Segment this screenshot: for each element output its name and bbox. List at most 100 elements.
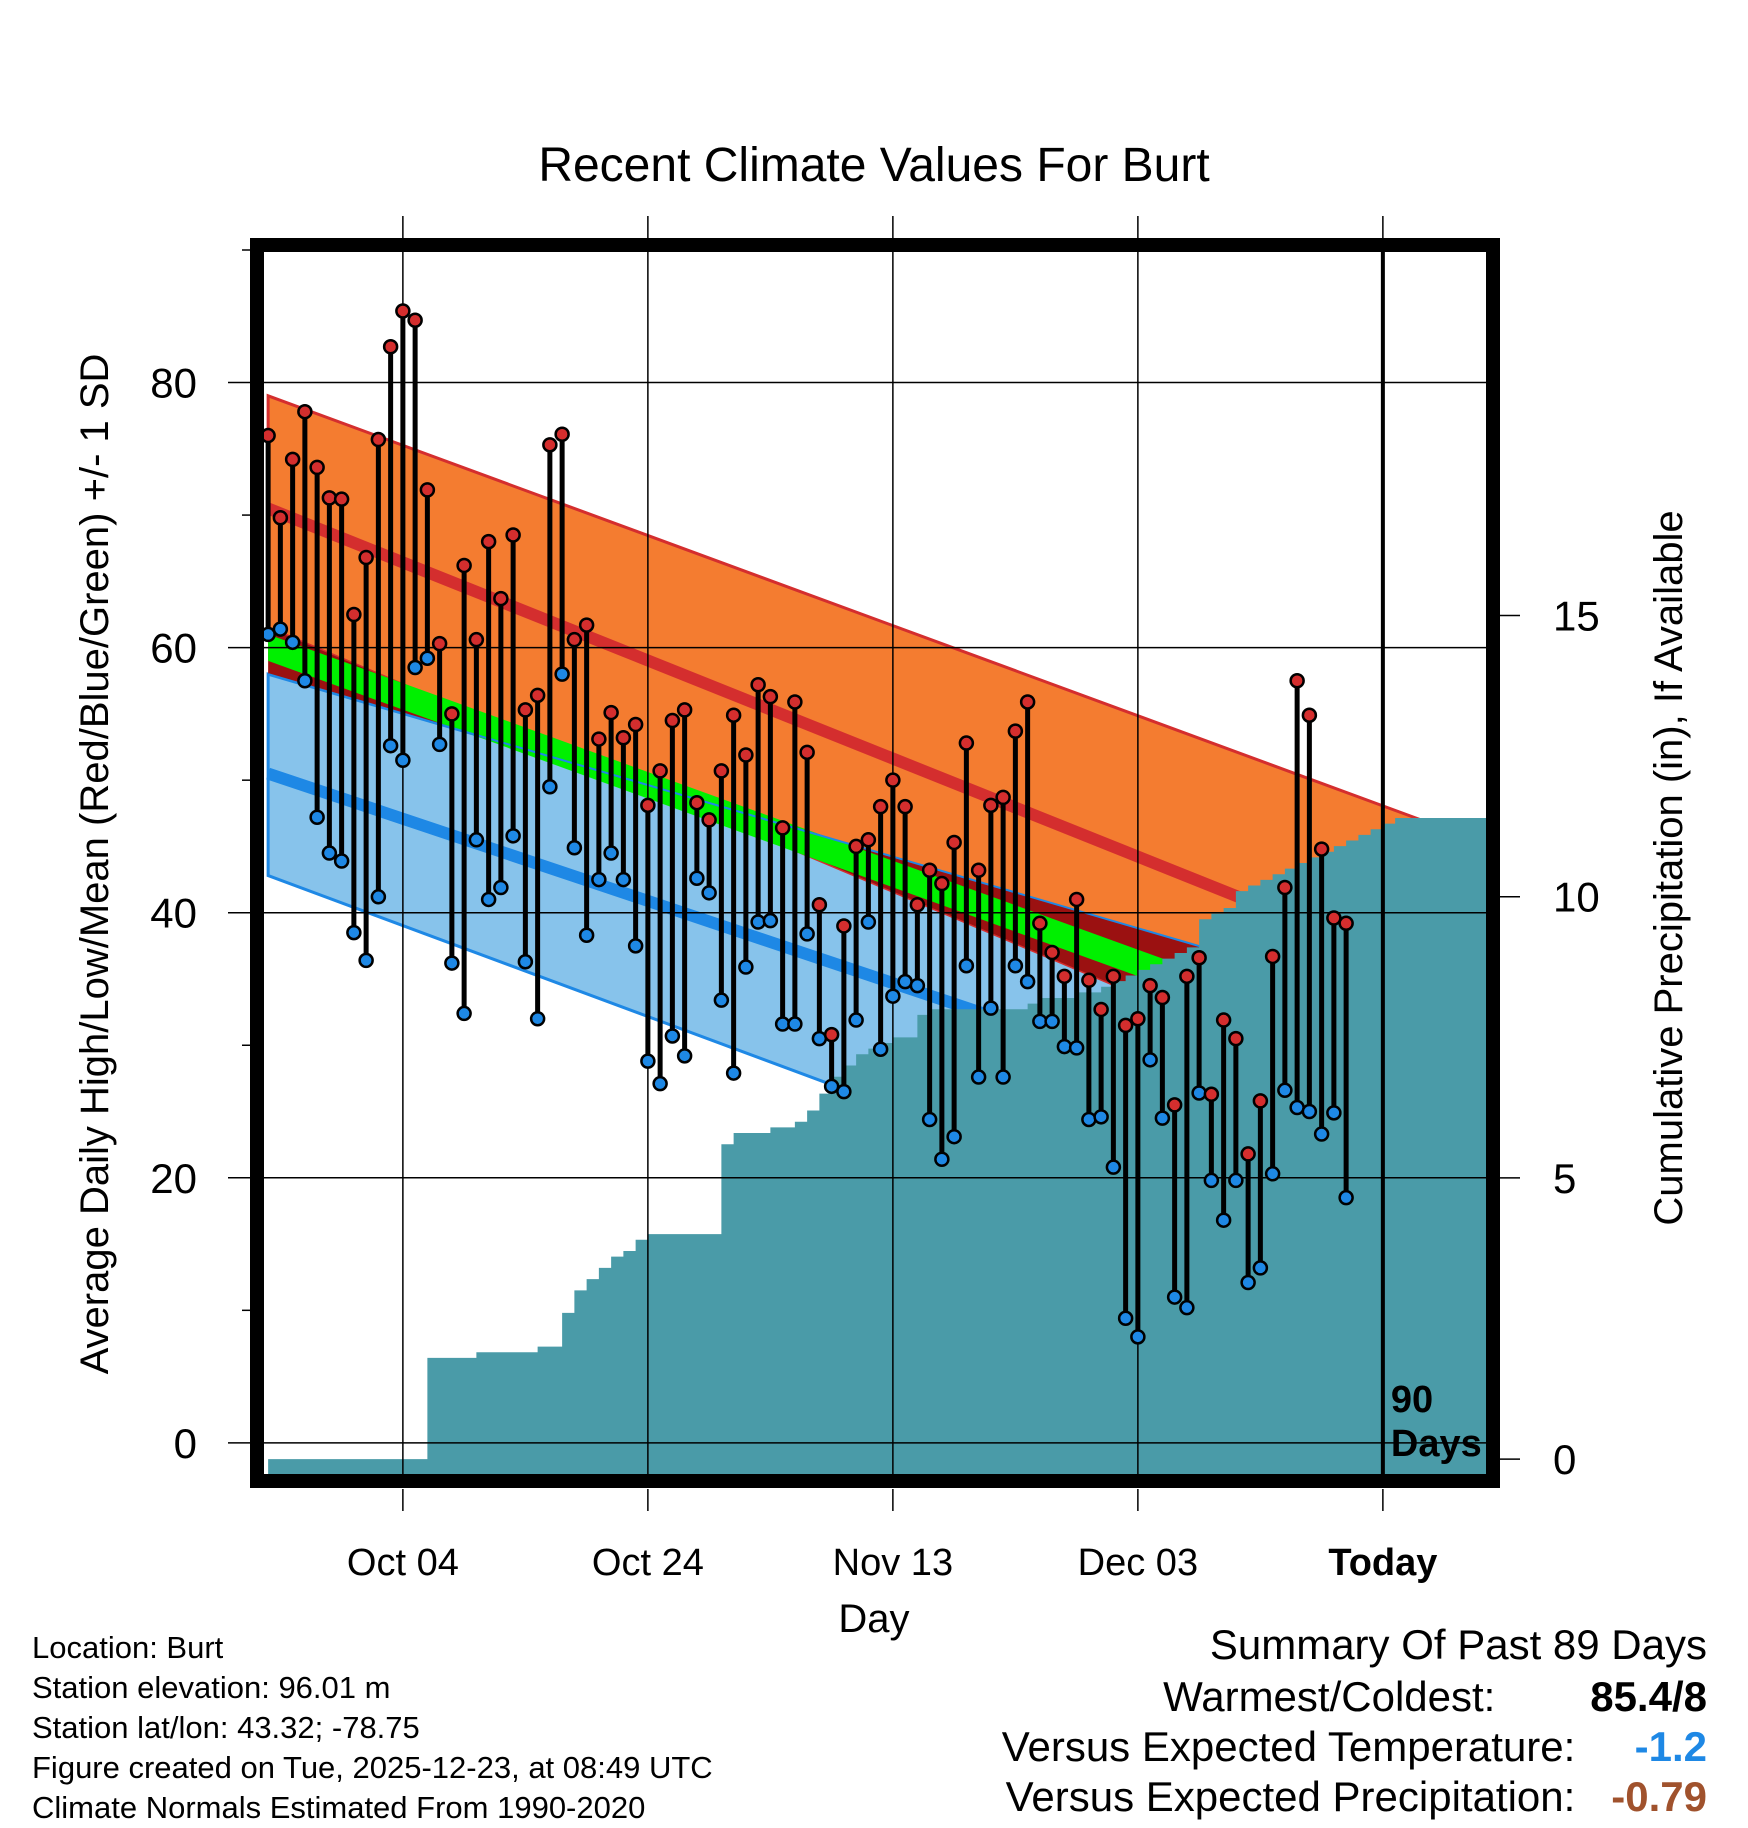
daily-low-point <box>505 828 521 844</box>
daily-high-point <box>689 794 705 811</box>
daily-low-point <box>860 914 877 930</box>
daily-high-point <box>1117 1017 1134 1034</box>
daily-low-point <box>970 1069 987 1085</box>
daily-low-point <box>297 673 313 689</box>
summary-temp-label: Versus Expected Temperature: <box>1001 1723 1576 1770</box>
y2-tick-label: 10 <box>1553 874 1600 921</box>
daily-high-point <box>995 789 1011 806</box>
daily-high-point <box>603 704 619 721</box>
daily-low-point <box>591 871 607 888</box>
daily-low-point <box>1252 1260 1269 1276</box>
daily-high-point <box>860 832 877 848</box>
daily-high-point <box>1301 707 1318 723</box>
daily-low-point <box>652 1075 668 1092</box>
daily-high-point <box>262 427 276 444</box>
daily-high-point <box>1277 879 1293 896</box>
daily-low-point <box>284 634 301 651</box>
daily-high-point <box>1264 948 1281 965</box>
daily-high-point <box>713 763 730 779</box>
daily-low-point <box>1240 1274 1256 1291</box>
y2-tick-label: 5 <box>1553 1155 1576 1202</box>
summary-warm-cold-label: Warmest/Coldest: <box>1163 1673 1496 1720</box>
daily-high-point <box>946 834 962 851</box>
daily-low-point <box>983 1000 999 1016</box>
daily-high-point <box>897 798 913 815</box>
daily-high-point <box>272 509 289 526</box>
daily-low-point <box>407 659 423 676</box>
daily-high-point <box>1215 1012 1232 1028</box>
daily-high-point <box>370 431 387 448</box>
daily-high-point <box>382 339 399 355</box>
daily-high-point <box>664 712 681 729</box>
daily-low-point <box>1215 1212 1232 1228</box>
daily-low-point <box>419 650 436 666</box>
daily-low-point <box>1154 1110 1171 1126</box>
daily-high-point <box>1044 944 1060 961</box>
daily-high-point <box>1093 1001 1109 1018</box>
daily-high-point <box>1338 915 1354 932</box>
daily-low-point <box>823 1078 840 1095</box>
summary-title-text: Summary Of Past 89 Days <box>1209 1621 1707 1668</box>
daily-low-point <box>309 809 325 826</box>
daily-high-point <box>676 702 693 718</box>
daily-high-point <box>431 635 448 652</box>
daily-low-point <box>382 737 399 754</box>
daily-high-point <box>407 312 423 328</box>
daily-low-point <box>321 845 338 861</box>
daily-high-point <box>554 426 570 442</box>
daily-low-point <box>909 977 926 994</box>
daily-low-point <box>431 736 448 753</box>
y-axis: 0 20 40 60 80 <box>150 249 252 1467</box>
daily-high-point <box>701 812 717 828</box>
daily-low-point <box>1019 973 1036 990</box>
daily-high-point <box>652 763 668 779</box>
daily-low-point <box>1326 1105 1342 1121</box>
summary-precipitation: Versus Expected Precipitation: -0.79 <box>1006 1773 1707 1821</box>
y-tick-label: 40 <box>150 890 197 937</box>
x-axis: Oct 04 Oct 24 Nov 13 Dec 03 Today <box>347 216 1437 1584</box>
y2-tick-label: 0 <box>1553 1436 1576 1483</box>
x-tick-label: Nov 13 <box>833 1542 953 1584</box>
daily-low-point <box>738 959 754 975</box>
daily-high-point <box>983 797 999 814</box>
daily-low-point <box>493 879 509 896</box>
daily-low-point <box>603 845 619 861</box>
daily-low-point <box>958 957 975 974</box>
daily-high-point <box>591 731 607 747</box>
y2-axis: 0 5 10 15 <box>1500 593 1600 1483</box>
daily-high-point <box>787 694 803 710</box>
daily-low-point <box>1068 1040 1085 1056</box>
daily-low-point <box>272 621 289 637</box>
daily-high-point <box>1289 673 1305 689</box>
daily-low-point <box>1191 1085 1207 1101</box>
daily-bars <box>262 303 1354 1345</box>
daily-high-point <box>1056 968 1073 985</box>
daily-low-point <box>456 1005 472 1022</box>
daily-high-point <box>774 820 791 836</box>
daily-high-point <box>921 862 938 879</box>
y-tick-label: 20 <box>150 1155 197 1202</box>
plot-frame <box>250 238 1500 1488</box>
daily-high-point <box>542 437 558 453</box>
daily-high-point <box>1326 910 1342 926</box>
daily-high-point <box>885 772 901 788</box>
daily-low-point <box>529 1010 546 1027</box>
footer-latlon: Station lat/lon: 43.32; -78.75 <box>32 1710 420 1745</box>
daily-low-point <box>1117 1310 1134 1327</box>
daily-high-point <box>1252 1093 1269 1109</box>
footer: Location: Burt Station elevation: 96.01 … <box>32 1628 713 1828</box>
daily-low-point <box>1130 1329 1146 1345</box>
daily-low-point <box>444 955 460 971</box>
y2-tick-label: 15 <box>1553 593 1600 640</box>
daily-high-point <box>1130 1010 1146 1027</box>
daily-high-point <box>505 527 521 543</box>
daily-high-point <box>1154 989 1171 1006</box>
daily-high-point <box>309 459 325 476</box>
daily-low-point <box>799 926 815 942</box>
daily-low-point <box>689 870 705 886</box>
y2-axis-label: Cumulative Precipitation (in), If Availa… <box>1647 510 1691 1225</box>
daily-low-point <box>787 1016 803 1032</box>
daily-high-point <box>1228 1030 1244 1047</box>
daily-high-point <box>958 735 975 751</box>
daily-low-point <box>1007 957 1024 974</box>
